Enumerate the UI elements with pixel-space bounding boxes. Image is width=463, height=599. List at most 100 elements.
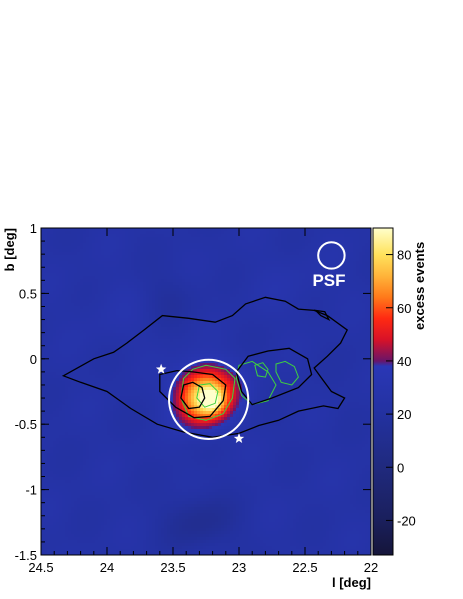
heatmap-cell bbox=[152, 531, 156, 535]
heatmap-cell bbox=[44, 339, 48, 343]
heatmap-cell bbox=[71, 459, 75, 463]
heatmap-cell bbox=[128, 342, 132, 346]
heatmap-cell bbox=[128, 270, 132, 274]
heatmap-cell bbox=[122, 504, 126, 508]
heatmap-cell bbox=[65, 525, 69, 529]
heatmap-cell bbox=[155, 303, 159, 307]
heatmap-cell bbox=[89, 453, 93, 457]
heatmap-cell bbox=[56, 489, 60, 493]
heatmap-cell bbox=[122, 543, 126, 547]
heatmap-cell bbox=[107, 327, 111, 331]
heatmap-cell bbox=[65, 228, 69, 232]
heatmap-cell bbox=[44, 417, 48, 421]
heatmap-cell bbox=[164, 309, 168, 313]
heatmap-cell bbox=[146, 240, 150, 244]
heatmap-cell bbox=[140, 399, 144, 403]
heatmap-cell bbox=[146, 549, 150, 553]
heatmap-cell bbox=[101, 255, 105, 259]
heatmap-cell bbox=[173, 252, 177, 256]
heatmap-cell bbox=[128, 489, 132, 493]
heatmap-cell bbox=[41, 465, 45, 469]
heatmap-cell bbox=[134, 522, 138, 526]
heatmap-cell bbox=[131, 294, 135, 298]
heatmap-cell bbox=[86, 264, 90, 268]
heatmap-cell bbox=[41, 237, 45, 241]
heatmap-cell bbox=[134, 504, 138, 508]
heatmap-cell bbox=[128, 327, 132, 331]
heatmap-cell bbox=[119, 492, 123, 496]
heatmap-cell bbox=[56, 297, 60, 301]
heatmap-cell bbox=[83, 372, 87, 376]
heatmap-cell bbox=[65, 396, 69, 400]
heatmap-cell bbox=[116, 336, 120, 340]
heatmap-cell bbox=[164, 531, 168, 535]
heatmap-cell bbox=[173, 408, 177, 412]
heatmap-cell bbox=[92, 423, 96, 427]
heatmap-cell bbox=[41, 336, 45, 340]
heatmap-cell bbox=[137, 513, 141, 517]
heatmap-cell bbox=[131, 462, 135, 466]
heatmap-cell bbox=[47, 312, 51, 316]
heatmap-cell bbox=[50, 279, 54, 283]
heatmap-cell bbox=[164, 528, 168, 532]
heatmap-cell bbox=[62, 420, 66, 424]
heatmap-cell bbox=[146, 261, 150, 265]
heatmap-cell bbox=[122, 468, 126, 472]
heatmap-cell bbox=[152, 552, 156, 555]
heatmap-cell bbox=[149, 375, 153, 379]
heatmap-cell bbox=[65, 462, 69, 466]
heatmap-cell bbox=[164, 453, 168, 457]
heatmap-cell bbox=[149, 354, 153, 358]
heatmap-cell bbox=[89, 489, 93, 493]
heatmap-cell bbox=[125, 522, 129, 526]
heatmap-cell bbox=[50, 516, 54, 520]
heatmap-cell bbox=[140, 462, 144, 466]
heatmap-cell bbox=[107, 501, 111, 505]
heatmap-cell bbox=[65, 336, 69, 340]
heatmap-cell bbox=[86, 489, 90, 493]
heatmap-cell bbox=[62, 537, 66, 541]
heatmap-cell bbox=[74, 435, 78, 439]
heatmap-cell bbox=[65, 381, 69, 385]
heatmap-cell bbox=[116, 303, 120, 307]
heatmap-cell bbox=[116, 516, 120, 520]
heatmap-cell bbox=[50, 411, 54, 415]
heatmap-cell bbox=[44, 543, 48, 547]
heatmap-cell bbox=[86, 414, 90, 418]
heatmap-cell bbox=[146, 375, 150, 379]
heatmap-cell bbox=[137, 345, 141, 349]
heatmap-cell bbox=[140, 438, 144, 442]
heatmap-cell bbox=[110, 243, 114, 247]
heatmap-cell bbox=[95, 495, 99, 499]
heatmap-cell bbox=[107, 378, 111, 382]
heatmap-cell bbox=[149, 300, 153, 304]
heatmap-cell bbox=[95, 516, 99, 520]
heatmap-cell bbox=[83, 258, 87, 262]
heatmap-cell bbox=[110, 444, 114, 448]
heatmap-cell bbox=[44, 420, 48, 424]
heatmap-cell bbox=[128, 384, 132, 388]
heatmap-cell bbox=[47, 411, 51, 415]
heatmap-cell bbox=[116, 324, 120, 328]
heatmap-cell bbox=[50, 396, 54, 400]
heatmap-cell bbox=[50, 543, 54, 547]
heatmap-cell bbox=[59, 549, 63, 553]
heatmap-cell bbox=[128, 249, 132, 253]
heatmap-cell bbox=[137, 273, 141, 277]
heatmap-cell bbox=[95, 390, 99, 394]
heatmap-cell bbox=[89, 546, 93, 550]
heatmap-cell bbox=[77, 228, 81, 232]
heatmap-cell bbox=[98, 327, 102, 331]
heatmap-cell bbox=[83, 549, 87, 553]
heatmap-cell bbox=[107, 360, 111, 364]
heatmap-cell bbox=[47, 420, 51, 424]
heatmap-cell bbox=[134, 477, 138, 481]
heatmap-cell bbox=[122, 423, 126, 427]
heatmap-cell bbox=[62, 348, 66, 352]
heatmap-cell bbox=[41, 510, 45, 514]
heatmap-cell bbox=[122, 315, 126, 319]
heatmap-cell bbox=[44, 360, 48, 364]
heatmap-cell bbox=[53, 492, 57, 496]
heatmap-cell bbox=[68, 411, 72, 415]
heatmap-cell bbox=[134, 339, 138, 343]
